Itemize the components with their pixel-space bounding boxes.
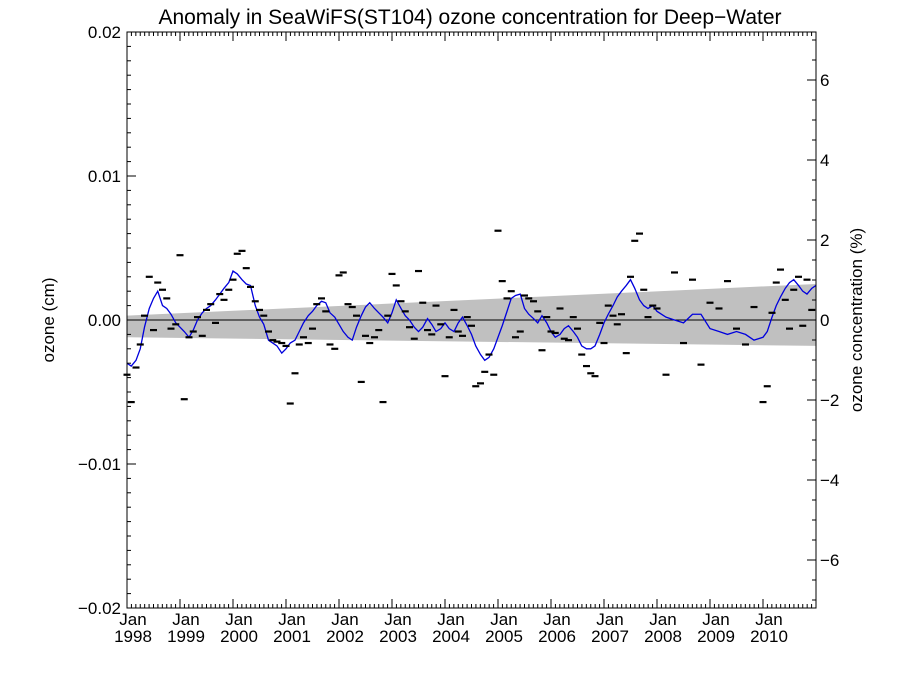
- x-tick-label-month: Jan: [437, 610, 464, 629]
- x-tick-label-year: 2002: [326, 627, 364, 646]
- y-tick-label-right: −4: [820, 471, 839, 490]
- y-axis-title-right: ozone concentration (%): [847, 228, 866, 412]
- x-tick-label-month: Jan: [172, 610, 199, 629]
- y-tick-label-left: 0.02: [88, 23, 121, 42]
- trend-uncertainty-band: [127, 284, 816, 346]
- y-axis-title-left: ozone (cm): [39, 277, 58, 362]
- x-tick-label-year: 2010: [750, 627, 788, 646]
- series-line-0: [126, 270, 817, 367]
- x-tick-label-month: Jan: [331, 610, 358, 629]
- y-tick-label-left: −0.01: [78, 455, 121, 474]
- trend-band-layer: [127, 284, 816, 346]
- y-tick-label-right: 2: [820, 231, 829, 250]
- y-tick-label-right: 0: [820, 311, 829, 330]
- x-tick-label-year: 1998: [114, 627, 152, 646]
- x-tick-label-month: Jan: [596, 610, 623, 629]
- x-tick-label-month: Jan: [755, 610, 782, 629]
- x-tick-label-month: Jan: [702, 610, 729, 629]
- y-tick-label-right: −6: [820, 551, 839, 570]
- series-line-layer: [126, 270, 817, 367]
- x-tick-label-month: Jan: [384, 610, 411, 629]
- x-tick-label-month: Jan: [278, 610, 305, 629]
- x-tick-label-year: 2006: [538, 627, 576, 646]
- x-tick-label-year: 1999: [167, 627, 205, 646]
- x-tick-label-year: 2001: [273, 627, 311, 646]
- monthly-points-layer: [123, 229, 816, 405]
- x-tick-label-year: 2003: [379, 627, 417, 646]
- x-tick-label-month: Jan: [119, 610, 146, 629]
- x-tick-label-year: 2004: [432, 627, 470, 646]
- axes-layer: 0.020.010.00−0.01−0.026420−2−4−6Jan1998J…: [78, 23, 839, 646]
- y-tick-label-right: 6: [820, 71, 829, 90]
- x-tick-label-year: 2000: [220, 627, 258, 646]
- x-tick-label-month: Jan: [543, 610, 570, 629]
- x-tick-label-month: Jan: [490, 610, 517, 629]
- y-tick-label-left: −0.02: [78, 599, 121, 618]
- y-tick-label-right: −2: [820, 391, 839, 410]
- chart-title: Anomaly in SeaWiFS(ST104) ozone concentr…: [158, 6, 781, 29]
- x-tick-label-year: 2005: [485, 627, 523, 646]
- x-tick-label-year: 2009: [697, 627, 735, 646]
- x-tick-label-year: 2007: [591, 627, 629, 646]
- y-tick-label-right: 4: [820, 151, 829, 170]
- y-tick-label-left: 0.01: [88, 167, 121, 186]
- y-tick-label-left: 0.00: [88, 311, 121, 330]
- x-tick-label-month: Jan: [225, 610, 252, 629]
- x-tick-label-month: Jan: [649, 610, 676, 629]
- x-tick-label-year: 2008: [644, 627, 682, 646]
